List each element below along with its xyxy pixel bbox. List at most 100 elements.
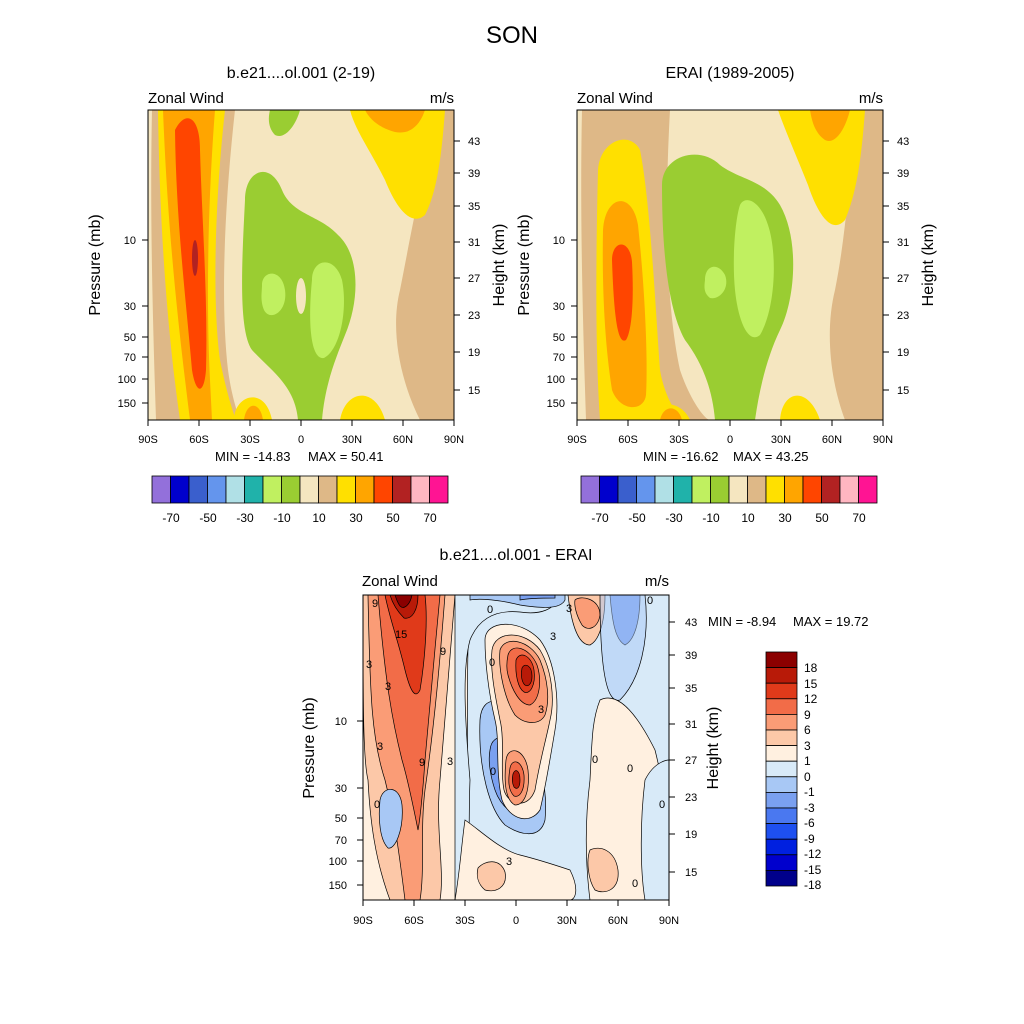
contour-label: 3 <box>538 704 544 716</box>
variable-label: Zonal Wind <box>362 573 438 590</box>
colorbar-label: 30 <box>778 511 792 525</box>
colorbar-label: 30 <box>349 511 363 525</box>
y2-tick-label: 31 <box>468 237 480 249</box>
panel-title: b.e21....ol.001 (2-19) <box>227 65 376 82</box>
y-ticks-right: 43 39 35 31 27 23 19 15 <box>669 617 697 879</box>
colorbar-label: 3 <box>804 739 811 753</box>
x-tick-label: 90S <box>353 915 373 927</box>
contour-labels: 9 15 3 3 9 3 0 3 0 0 3 3 9 0 3 0 3 0 0 0… <box>366 595 665 890</box>
colorbar-swatch <box>784 475 804 504</box>
colorbar-swatch <box>765 698 798 715</box>
colorbar-swatch <box>765 776 798 793</box>
colorbar <box>765 651 798 887</box>
colorbar <box>151 475 449 504</box>
y2-tick-label: 43 <box>468 136 480 148</box>
panel-obs: ERAI (1989-2005) Zonal Wind m/s <box>516 65 937 525</box>
y2-tick-label: 19 <box>468 347 480 359</box>
y2-tick-label: 27 <box>468 273 480 285</box>
colorbar-label: 70 <box>423 511 437 525</box>
y-axis-label: Pressure (mb) <box>516 214 533 315</box>
colorbar-label: -15 <box>804 863 822 877</box>
colorbar-swatch <box>673 475 693 504</box>
contour-label: 0 <box>374 799 380 811</box>
colorbar-swatch <box>299 475 319 504</box>
colorbar-swatch <box>262 475 282 504</box>
y-tick-label: 70 <box>124 352 136 364</box>
x-tick-label: 30N <box>557 915 577 927</box>
units-label: m/s <box>859 90 883 107</box>
colorbar-label: 15 <box>804 677 818 691</box>
colorbar-swatch <box>765 475 785 504</box>
colorbar-swatch <box>429 475 449 504</box>
x-ticks: 90S 60S 30S 0 30N 60N 90N <box>567 420 893 446</box>
contour-label: 0 <box>627 763 633 775</box>
y-tick-label: 50 <box>335 813 347 825</box>
x-tick-label: 60S <box>618 434 638 446</box>
colorbar-swatch <box>765 714 798 731</box>
y-ticks-left: 10 30 50 70 100 150 <box>329 716 363 892</box>
colorbar-swatch <box>802 475 822 504</box>
colorbar-swatch <box>691 475 711 504</box>
y-tick-label: 70 <box>553 352 565 364</box>
colorbar-swatch <box>654 475 674 504</box>
panel-title: ERAI (1989-2005) <box>666 65 795 82</box>
units-label: m/s <box>430 90 454 107</box>
y2-tick-label: 35 <box>468 201 480 213</box>
x-tick-label: 60S <box>189 434 209 446</box>
x-tick-label: 60N <box>822 434 842 446</box>
colorbar-labels: -70 -50 -30 -10 10 30 50 70 <box>591 511 866 525</box>
panel-diff: b.e21....ol.001 - ERAI Zonal Wind m/s <box>301 547 869 927</box>
y2-tick-label: 31 <box>685 719 697 731</box>
contour-label: 0 <box>490 766 496 778</box>
colorbar-label: 12 <box>804 692 818 706</box>
y2-tick-label: 39 <box>897 168 909 180</box>
y-tick-label: 100 <box>547 374 565 386</box>
colorbar-label: 10 <box>312 511 326 525</box>
variable-label: Zonal Wind <box>148 90 224 107</box>
colorbar-swatch <box>765 667 798 684</box>
contour-label: 0 <box>489 657 495 669</box>
colorbar-swatch <box>188 475 208 504</box>
colorbar-swatch <box>858 475 878 504</box>
max-label: MAX = 19.72 <box>793 614 869 629</box>
colorbar-label: -70 <box>591 511 609 525</box>
colorbar-swatch <box>336 475 356 504</box>
y2-axis-label: Height (km) <box>705 707 722 790</box>
colorbar-swatch <box>765 838 798 856</box>
contour-label: 0 <box>632 878 638 890</box>
colorbar-swatch <box>765 792 798 809</box>
colorbar-swatch <box>765 745 798 762</box>
y2-axis-label: Height (km) <box>491 224 508 307</box>
contour-label: 3 <box>566 603 572 615</box>
x-ticks: 90S 60S 30S 0 30N 60N 90N <box>353 900 679 927</box>
x-tick-label: 90N <box>659 915 679 927</box>
contour-label: 0 <box>659 799 665 811</box>
colorbar-swatch <box>765 854 798 871</box>
colorbar-label: -12 <box>804 847 822 861</box>
colorbar-label: 50 <box>386 511 400 525</box>
colorbar-label: 1 <box>804 754 811 768</box>
x-tick-label: 90N <box>444 434 464 446</box>
max-label: MAX = 43.25 <box>733 449 809 464</box>
contour-label: 3 <box>385 681 391 693</box>
x-tick-label: 30N <box>342 434 362 446</box>
colorbar-swatch <box>599 475 619 504</box>
colorbar-label: -3 <box>804 801 815 815</box>
colorbar-swatch <box>839 475 859 504</box>
colorbar-label: -30 <box>665 511 683 525</box>
contour-fill <box>148 110 454 420</box>
y-tick-label: 100 <box>118 374 136 386</box>
y2-tick-label: 39 <box>468 168 480 180</box>
colorbar-label: 18 <box>804 661 818 675</box>
y-ticks-right: 43 39 35 31 27 23 19 15 <box>454 136 480 397</box>
y-tick-label: 150 <box>547 398 565 410</box>
y-tick-label: 30 <box>124 301 136 313</box>
y-tick-label: 30 <box>553 301 565 313</box>
contour-label: 3 <box>550 631 556 643</box>
y2-tick-label: 15 <box>468 385 480 397</box>
colorbar-label: 70 <box>852 511 866 525</box>
x-tick-label: 90N <box>873 434 893 446</box>
min-label: MIN = -16.62 <box>643 449 719 464</box>
colorbar-swatch <box>355 475 375 504</box>
